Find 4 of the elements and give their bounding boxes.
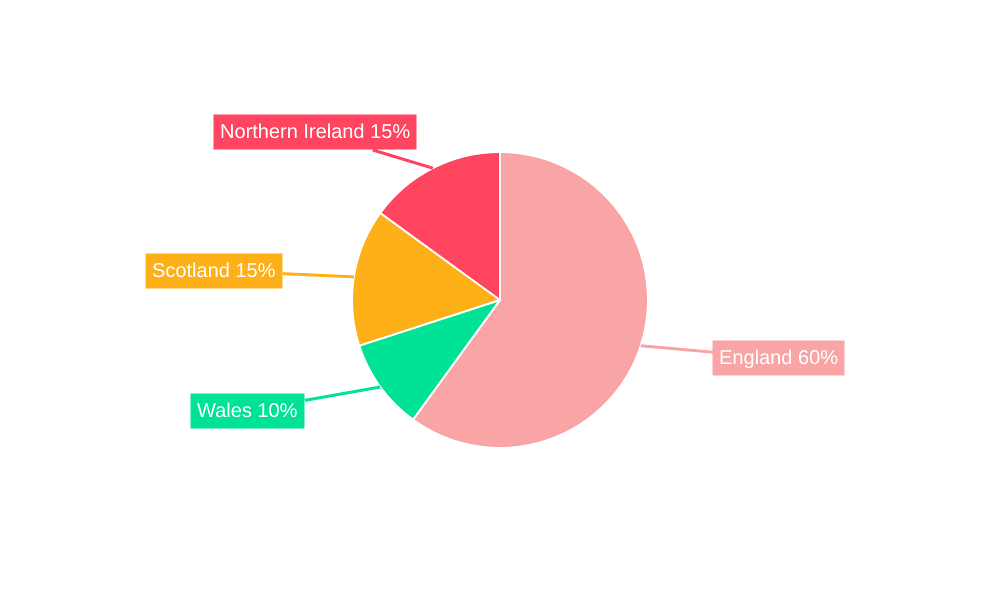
slice-label: Scotland 15% xyxy=(152,260,276,282)
slice-label: Wales 10% xyxy=(197,400,298,422)
slice-label: England 60% xyxy=(719,347,838,369)
slice-label: Northern Ireland 15% xyxy=(220,121,410,143)
